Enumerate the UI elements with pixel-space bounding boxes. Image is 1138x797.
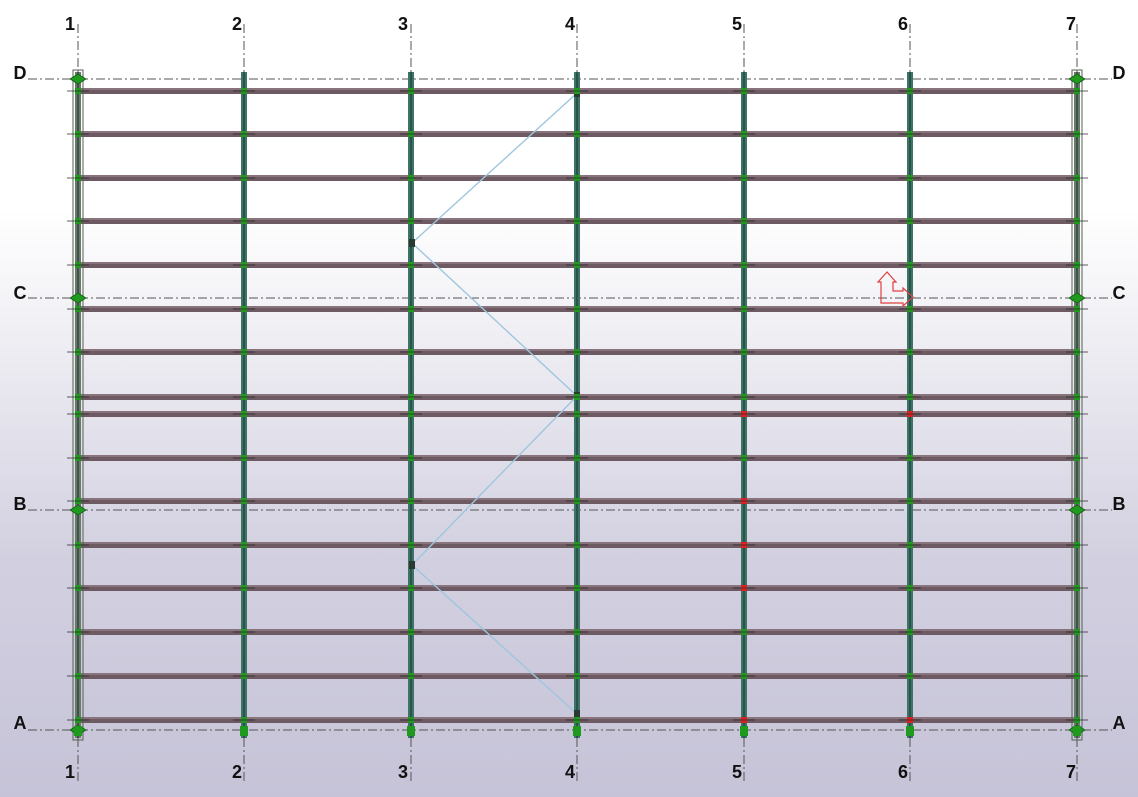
brace <box>411 242 578 397</box>
grid-label-top-7: 7 <box>1065 14 1077 34</box>
grid-label-bottom-2: 2 <box>231 762 243 782</box>
grid-label-left-C: C <box>13 283 27 303</box>
grid-label-top-2: 2 <box>231 14 243 34</box>
column-base <box>240 726 248 736</box>
grid-label-right-B: B <box>1112 494 1126 514</box>
grid-label-bottom-4: 4 <box>564 762 576 782</box>
grid-node <box>69 504 87 516</box>
grid-label-top-4: 4 <box>564 14 576 34</box>
grid-label-bottom-3: 3 <box>397 762 409 782</box>
edge-column-outline <box>72 69 84 741</box>
grid-node <box>1068 73 1086 85</box>
grid-node <box>1068 292 1086 304</box>
column-base <box>906 726 914 736</box>
column-base <box>1073 726 1081 736</box>
brace <box>411 395 578 566</box>
bracing <box>409 89 580 718</box>
column-base <box>74 726 82 736</box>
grid-label-top-6: 6 <box>897 14 909 34</box>
grid-label-right-A: A <box>1112 713 1126 733</box>
brace-connection <box>409 561 415 569</box>
columns <box>72 69 1083 741</box>
grid-node <box>69 73 87 85</box>
column-base <box>740 726 748 736</box>
brace <box>411 92 578 244</box>
ucs-arrow-outline <box>876 271 914 308</box>
grid-label-left-B: B <box>13 494 27 514</box>
grid-label-bottom-7: 7 <box>1065 762 1077 782</box>
column-base <box>407 726 415 736</box>
ucs-coordinate-icon <box>876 271 914 308</box>
grid-label-bottom-1: 1 <box>64 762 76 782</box>
connection-nodes <box>67 73 1088 736</box>
grid-label-bottom-6: 6 <box>897 762 909 782</box>
column-base <box>573 726 581 736</box>
grid-label-left-D: D <box>13 63 27 83</box>
brace-connection <box>574 710 580 718</box>
edge-column-outline <box>1071 69 1083 741</box>
grid-label-top-3: 3 <box>397 14 409 34</box>
grid-label-left-A: A <box>13 713 27 733</box>
grid-label-right-D: D <box>1112 63 1126 83</box>
grid-label-right-C: C <box>1112 283 1126 303</box>
grid-label-bottom-5: 5 <box>731 762 743 782</box>
brace <box>411 564 578 715</box>
grid-label-top-5: 5 <box>731 14 743 34</box>
brace-connection <box>409 239 415 247</box>
grid-node <box>69 292 87 304</box>
grid-label-top-1: 1 <box>64 14 76 34</box>
grid-node <box>1068 504 1086 516</box>
